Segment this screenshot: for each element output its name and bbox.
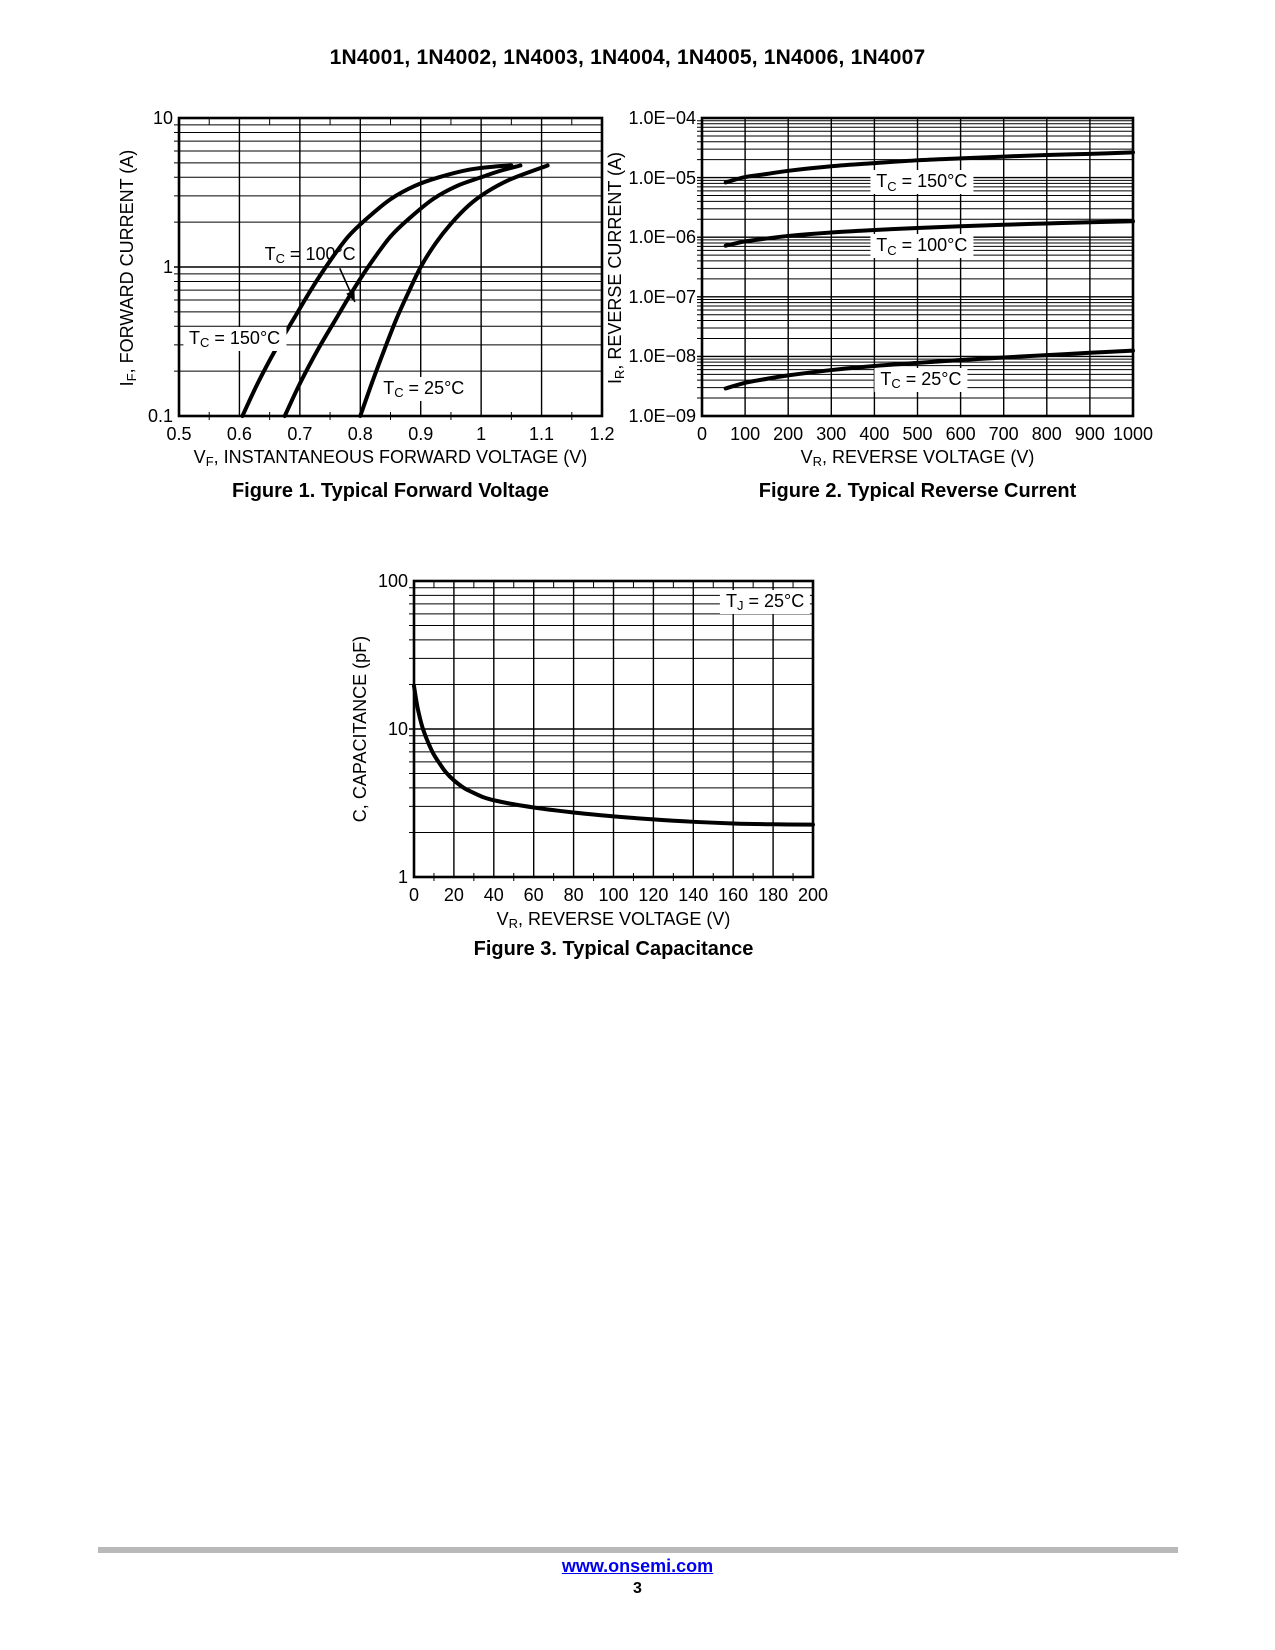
fig2-y-tick-label: 1.0E−09 [628, 406, 696, 426]
fig3-x-tick-label: 80 [563, 885, 584, 905]
fig2-x-tick-label: 1000 [1112, 424, 1154, 444]
fig2-x-tick-label: 300 [816, 424, 847, 444]
fig2-y-tick-label: 1.0E−07 [628, 286, 696, 307]
fig1-y-axis-title: IF, FORWARD CURRENT (A) [117, 149, 140, 387]
fig1-x-tick-label: 1.1 [529, 424, 555, 444]
fig1-x-tick-label: 0.8 [347, 424, 373, 444]
page-title: 1N4001, 1N4002, 1N4003, 1N4004, 1N4005, … [329, 46, 926, 69]
fig3-y-tick-label: 100 [377, 571, 408, 591]
fig1-x-tick-label: 0.6 [226, 424, 252, 444]
fig2-annotation-1: TC = 100°C [870, 234, 974, 259]
fig3-x-tick-label: 180 [758, 885, 789, 905]
fig3-x-tick-label: 160 [718, 885, 749, 905]
fig3-x-tick-label: 20 [443, 885, 464, 905]
fig2-x-tick-label: 500 [902, 424, 933, 444]
fig3-x-tick-label: 200 [797, 885, 829, 905]
fig2-x-tick-label: 100 [730, 424, 761, 444]
fig1-plot-area [174, 116, 604, 420]
fig1: TC = 100°C TC = 150°C TC = 25°C 0.5 0.6 0.7 0.… [117, 108, 615, 502]
fig3-curve-0 [412, 684, 815, 827]
fig2-annotation-0: TC = 150°C [870, 170, 974, 195]
fig1-annotation-2: TC = 25°C [377, 376, 471, 401]
fig1-x-tick-label: 0.7 [287, 424, 313, 444]
fig2-x-tick-label: 400 [859, 424, 890, 444]
fig3-y-axis-title: C, CAPACITANCE (pF) [350, 635, 370, 823]
fig3: TJ = 25°C 0 20 40 60 80 100 120 140 160 180 200 100 1… [350, 571, 828, 960]
fig2-x-axis-title: VR, REVERSE VOLTAGE (V) [800, 447, 1035, 470]
fig1-x-tick-label: 0.5 [166, 424, 192, 444]
fig2-x-tick-label: 200 [773, 424, 804, 444]
fig2-x-tick-label: 600 [945, 424, 976, 444]
fig3-x-tick-label: 140 [678, 885, 709, 905]
fig1-y-tick-label: 1 [162, 257, 173, 277]
fig3-x-tick-label: 100 [598, 885, 629, 905]
fig1-annotation-1: TC = 150°C [183, 326, 287, 351]
fig3-x-tick-label: 0 [408, 885, 419, 905]
fig3-caption: Figure 3. Typical Capacitance [473, 938, 754, 960]
fig1-y-tick-label: 0.1 [147, 406, 173, 426]
fig1-curve-2 [358, 163, 550, 418]
fig2-y-tick-label: 1.0E−04 [628, 108, 696, 128]
fig1-x-tick-label: 0.9 [408, 424, 434, 444]
fig2-x-tick-label: 800 [1031, 424, 1062, 444]
onsemi-link[interactable]: www.onsemi.com [561, 1556, 714, 1576]
fig1-x-axis-title: VF, INSTANTANEOUS FORWARD VOLTAGE (V) [193, 447, 588, 470]
fig2-caption: Figure 2. Typical Reverse Current [758, 480, 1077, 502]
fig3-x-tick-label: 40 [483, 885, 504, 905]
page-number: 3 [633, 1580, 642, 1597]
fig2-annotation-2: TC = 25°C [874, 368, 968, 393]
fig3-y-tick-label: 10 [387, 719, 408, 739]
fig3-annotation-0: TJ = 25°C [720, 590, 811, 615]
fig2-curve-2 [723, 348, 1135, 391]
fig2-y-axis-title: IR, REVERSE CURRENT (A) [605, 151, 628, 385]
fig1-x-tick-label: 1 [476, 424, 487, 444]
fig2-y-tick-label: 1.0E−05 [628, 167, 696, 188]
fig1-x-tick-label: 1.2 [589, 424, 615, 444]
fig1-curve-1 [282, 163, 523, 418]
fig2-x-tick-label: 700 [988, 424, 1019, 444]
fig2-y-tick-label: 1.0E−08 [628, 346, 696, 367]
fig3-x-tick-label: 120 [638, 885, 669, 905]
fig2-y-tick-label: 1.0E−06 [628, 227, 696, 248]
fig3-x-tick-label: 60 [523, 885, 544, 905]
fig3-plot-area [409, 579, 815, 881]
fig3-x-axis-title: VR, REVERSE VOLTAGE (V) [496, 909, 731, 932]
footer-rule [98, 1547, 1178, 1553]
fig1-y-tick-label: 10 [152, 108, 173, 128]
fig1-caption: Figure 1. Typical Forward Voltage [231, 480, 550, 502]
fig1-grid [174, 118, 602, 420]
fig2-x-tick-label: 0 [696, 424, 707, 444]
fig3-grid [409, 581, 813, 881]
footer: www.onsemi.com [0, 1556, 1275, 1577]
fig1-annotation-0: TC = 100°C [264, 243, 356, 266]
fig1-annotation-arrow [339, 267, 356, 303]
fig2-curve-0 [723, 150, 1135, 185]
fig3-y-tick-label: 1 [397, 867, 408, 887]
fig2: TC = 150°C TC = 100°C TC = 25°C 0 100 200 300 4… [605, 108, 1153, 502]
fig2-curve-1 [723, 219, 1135, 248]
fig2-plot-area [697, 116, 1135, 418]
fig2-x-tick-label: 900 [1074, 424, 1105, 444]
